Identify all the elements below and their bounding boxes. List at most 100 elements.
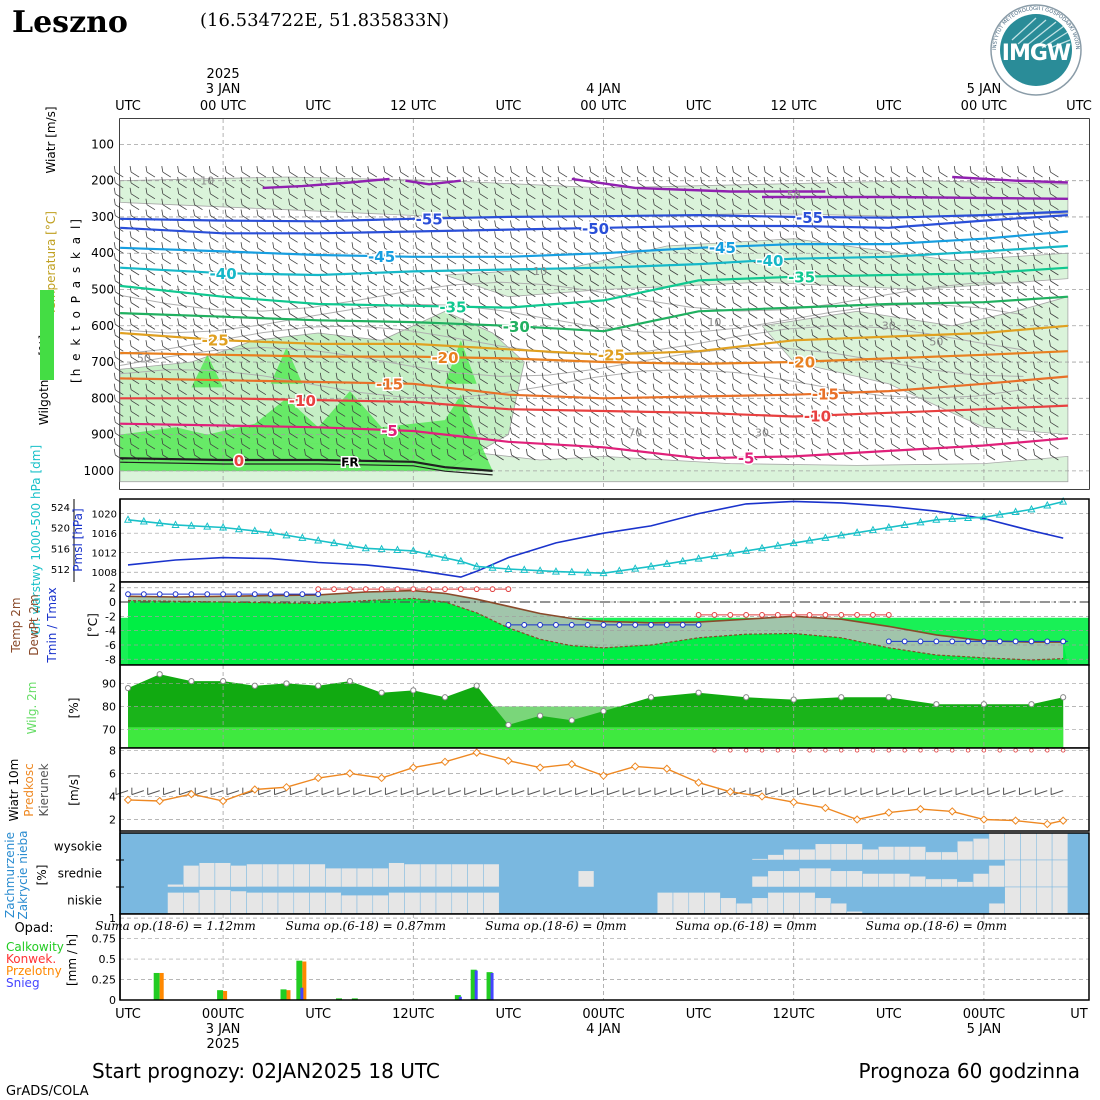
- cloud-cell: [767, 892, 784, 915]
- wind-barb: [606, 454, 615, 461]
- wind-max-marker: [791, 748, 796, 753]
- wind-barb: [891, 313, 901, 319]
- wind-barb-flag: [1049, 383, 1051, 390]
- wind-barb-flag: [208, 340, 211, 347]
- wind-barb: [606, 334, 615, 341]
- wind-barb: [542, 400, 552, 406]
- wind-barb-flag: [890, 198, 893, 205]
- wind-barb: [828, 324, 837, 330]
- humidity-marker: [441, 694, 449, 701]
- wind-barb: [432, 378, 441, 385]
- wind-barb: [970, 454, 980, 461]
- wind-barb: [305, 291, 314, 298]
- thickness-tick-label: 524: [51, 503, 70, 514]
- station-coords: (16.534722E, 51.835833N): [200, 10, 449, 31]
- wind-barb: [923, 454, 932, 461]
- wind-barb: [622, 313, 631, 319]
- bottom-time-label: UTC: [496, 1007, 522, 1022]
- wind-barb: [638, 324, 647, 330]
- wind-barb-flag: [272, 448, 275, 456]
- wind-barb-flag: [541, 198, 544, 205]
- wind-barb-flag: [208, 405, 211, 412]
- wind-barb: [701, 193, 710, 200]
- wind-barb-flag: [446, 198, 449, 205]
- wind-barb-flag: [367, 448, 370, 456]
- wind-barb-flag: [763, 350, 766, 358]
- wind-barb: [336, 258, 346, 265]
- wind-barb-flag: [684, 285, 687, 292]
- wind-barb-flag: [858, 361, 861, 368]
- wind-barb-flag: [272, 361, 275, 368]
- wind-barb: [194, 236, 203, 243]
- wind-barb: [685, 400, 695, 406]
- wind-barb: [859, 421, 869, 428]
- wind-barb-flag: [874, 416, 877, 423]
- wind-barb-flag: [684, 383, 687, 390]
- wind-barb: [828, 291, 837, 298]
- wind-barb: [527, 421, 536, 428]
- wind-barb-flag: [684, 165, 687, 173]
- wind-speed-marker: [852, 815, 862, 824]
- wind-barb-flag: [208, 329, 211, 336]
- wind-barb: [796, 421, 806, 428]
- wind-barb-flag: [541, 296, 544, 303]
- wind-barb: [130, 443, 140, 450]
- wind-barb-flag: [224, 209, 227, 216]
- thickness-marker: [805, 535, 814, 544]
- wind-barb: [1050, 171, 1059, 178]
- wind-barb-flag: [240, 416, 243, 423]
- thickness-marker: [314, 535, 323, 544]
- wind-barb-flag: [652, 427, 655, 434]
- wind-barb-flag: [256, 263, 259, 271]
- cloud-cell: [925, 878, 942, 888]
- wind-barb: [685, 302, 695, 308]
- wind-barb-flag: [652, 372, 655, 379]
- wind-barb-flag: [684, 296, 687, 303]
- wind-barb-flag: [462, 274, 465, 281]
- wind-barb-flag: [906, 263, 909, 271]
- bottom-time-label: UTC: [686, 1007, 712, 1022]
- wind-barb-flag: [510, 427, 512, 434]
- wind-barb-flag: [494, 165, 497, 173]
- tmax-line-marker: [505, 586, 512, 593]
- wind-barb-flag: [890, 405, 893, 412]
- wind-barb-flag: [573, 231, 576, 238]
- humidity-marker: [124, 684, 132, 692]
- wind-barb-flag: [763, 198, 766, 205]
- wind-barb-flag: [193, 242, 195, 249]
- wind-barb: [702, 790, 715, 796]
- wind-barb: [241, 226, 251, 232]
- wind-barb: [653, 204, 663, 211]
- wind-barb: [828, 280, 837, 287]
- wind-barb-flag: [256, 176, 259, 183]
- wind-barb: [542, 378, 552, 385]
- wind-barb-flag: [161, 372, 164, 379]
- wind-barb-flag: [415, 263, 417, 271]
- wind-barb: [796, 171, 806, 178]
- wind-barb: [527, 790, 541, 796]
- wind-barb-flag: [208, 242, 211, 249]
- wind-barb: [891, 247, 901, 254]
- wind-barb-flag: [446, 187, 449, 194]
- wind-barb: [257, 443, 267, 450]
- wind-barb: [416, 193, 425, 200]
- wind-barb-flag: [953, 187, 956, 194]
- wind-barb: [542, 247, 552, 254]
- wind-barb: [162, 204, 172, 211]
- wind-barb-flag: [494, 350, 497, 358]
- wind-barb: [225, 182, 235, 189]
- wind-barb-flag: [1033, 187, 1035, 194]
- wind-barb-flag: [399, 448, 401, 456]
- wind-barb: [923, 204, 932, 211]
- wind-barb: [685, 389, 695, 396]
- wind-barb-flag: [161, 296, 164, 303]
- wind-barb: [669, 400, 679, 406]
- wind-barb-flag: [113, 176, 116, 183]
- wind-barb-flag: [208, 263, 211, 271]
- wind-barb: [495, 378, 504, 385]
- wind-barb: [146, 443, 156, 450]
- wind-barb-flag: [636, 176, 639, 183]
- wind-barb: [225, 291, 235, 298]
- wind-barb: [447, 280, 457, 287]
- wind-panel-bg: [120, 748, 1089, 831]
